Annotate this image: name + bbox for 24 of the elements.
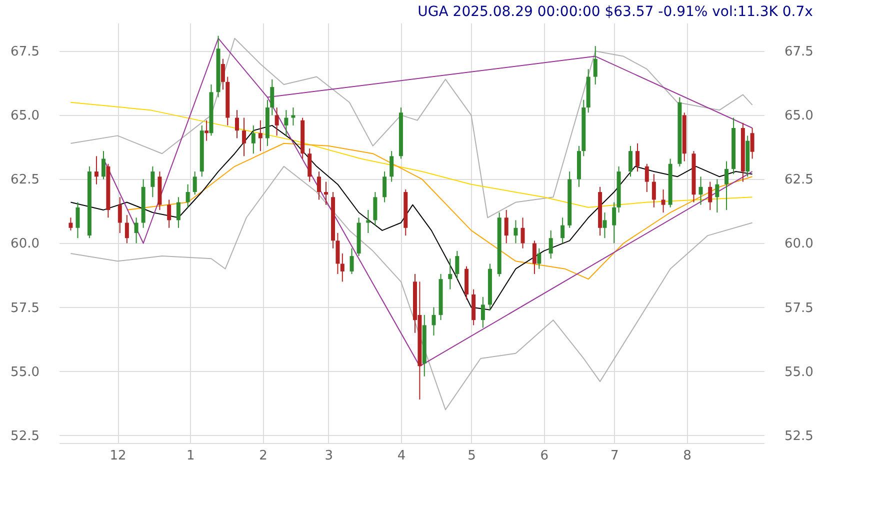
y-tick-label: 52.5: [10, 428, 40, 444]
y-tick-label: 57.5: [10, 300, 40, 316]
chart-title: UGA 2025.08.29 00:00:00 $63.57 -0.91% vol:11.3K 0.7x: [418, 4, 813, 20]
y2-tick-label: 62.5: [784, 172, 814, 188]
x-tick-label: 4: [397, 448, 406, 464]
y2-tick-label: 67.5: [784, 44, 814, 60]
y2-tick-label: 57.5: [784, 300, 814, 316]
y2-tick-label: 52.5: [784, 428, 814, 444]
x-tick-label: 7: [610, 448, 619, 464]
y2-tick-label: 55.0: [784, 364, 814, 380]
x-tick-label: 3: [324, 448, 333, 464]
y2-tick-label: 65.0: [784, 108, 814, 124]
x-tick-label: 5: [468, 448, 476, 464]
x-tick-label: 1: [186, 448, 195, 464]
x-tick-label: 6: [540, 448, 548, 464]
x-tick-label: 8: [683, 448, 692, 464]
y2-tick-label: 60.0: [784, 236, 814, 252]
y-tick-label: 67.5: [10, 44, 40, 60]
y-tick-label: 65.0: [10, 108, 40, 124]
x-tick-label: 12: [110, 448, 126, 464]
y-tick-label: 60.0: [10, 236, 40, 252]
y-tick-label: 62.5: [10, 172, 40, 188]
y-tick-label: 55.0: [10, 364, 40, 380]
x-tick-label: 2: [259, 448, 268, 464]
